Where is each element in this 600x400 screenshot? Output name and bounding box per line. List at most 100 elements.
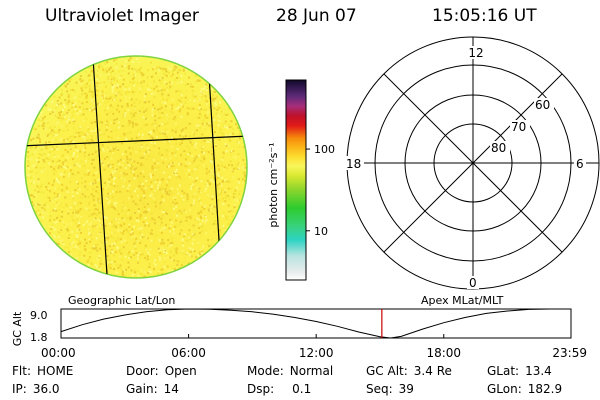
disk-speckle [33, 195, 36, 198]
disk-speckle [153, 268, 155, 271]
disk-speckle [178, 175, 181, 178]
disk-speckle [175, 90, 178, 93]
disk-speckle [99, 217, 102, 220]
disk-speckle [62, 206, 65, 209]
disk-speckle [206, 179, 209, 182]
disk-speckle [127, 91, 130, 93]
disk-speckle [112, 225, 115, 228]
disk-speckle [110, 173, 112, 176]
disk-speckle [75, 257, 78, 260]
disk-speckle [32, 181, 35, 184]
disk-speckle [98, 266, 101, 269]
disk-speckle [138, 185, 141, 187]
disk-speckle [121, 125, 124, 128]
disk-speckle [140, 227, 143, 230]
disk-speckle [110, 249, 113, 252]
disk-speckle [160, 77, 163, 80]
info-gain: Gain: 14 [126, 382, 179, 396]
disk-speckle [129, 165, 132, 168]
disk-speckle [206, 103, 208, 106]
disk-speckle [225, 194, 228, 197]
disk-speckle [61, 173, 64, 176]
disk-speckle [96, 249, 99, 252]
disk-speckle [164, 68, 167, 71]
disk-speckle [227, 144, 229, 147]
disk-speckle [58, 165, 61, 168]
disk-speckle [165, 252, 168, 254]
disk-speckle [129, 139, 132, 142]
disk-speckle [71, 230, 74, 233]
disk-speckle [214, 131, 216, 133]
disk-speckle [220, 185, 223, 188]
disk-speckle [128, 180, 131, 183]
disk-speckle [178, 106, 180, 109]
disk-speckle [189, 248, 192, 251]
disk-speckle [211, 195, 214, 198]
disk-speckle [137, 175, 139, 178]
disk-speckle [206, 182, 208, 185]
disk-speckle [164, 105, 167, 108]
disk-speckle [230, 209, 232, 212]
disk-speckle [151, 167, 154, 169]
disk-speckle [193, 144, 196, 147]
disk-speckle [210, 170, 213, 173]
disk-speckle [202, 155, 205, 158]
disk-speckle [186, 252, 189, 255]
disk-speckle [82, 113, 85, 116]
disk-speckle [139, 181, 142, 184]
disk-speckle [112, 150, 115, 153]
disk-speckle [180, 229, 183, 232]
disk-speckle [92, 247, 95, 250]
disk-speckle [87, 259, 90, 261]
disk-speckle [181, 249, 184, 252]
disk-speckle [202, 146, 205, 148]
disk-speckle [59, 205, 62, 208]
disk-speckle [143, 95, 146, 98]
disk-speckle [227, 187, 230, 190]
disk-speckle [133, 271, 136, 274]
disk-speckle [182, 128, 184, 131]
disk-speckle [244, 180, 246, 183]
disk-speckle [160, 268, 163, 271]
disk-speckle [71, 247, 74, 250]
disk-speckle [127, 132, 130, 135]
disk-speckle [92, 182, 94, 185]
disk-speckle [101, 91, 104, 94]
disk-speckle [215, 126, 217, 129]
disk-speckle [156, 256, 159, 259]
disk-speckle [166, 135, 169, 138]
disk-speckle [137, 130, 139, 133]
disk-speckle [187, 165, 190, 168]
disk-speckle [30, 182, 33, 185]
disk-speckle [179, 232, 181, 235]
disk-speckle [159, 229, 162, 232]
disk-speckle [216, 184, 219, 187]
disk-speckle [146, 255, 149, 258]
disk-speckle [113, 224, 116, 227]
disk-speckle [123, 132, 125, 135]
disk-speckle [135, 98, 138, 101]
disk-speckle [101, 94, 104, 97]
disk-speckle [136, 217, 139, 219]
disk-speckle [171, 258, 174, 261]
disk-speckle [199, 223, 202, 226]
disk-speckle [61, 155, 64, 157]
disk-speckle [40, 148, 43, 151]
disk-speckle [187, 107, 190, 110]
disk-speckle [148, 262, 151, 265]
disk-speckle [222, 180, 224, 182]
disk-speckle [124, 206, 126, 209]
info-glon: GLon: 182.9 [487, 382, 563, 396]
disk-speckle [90, 193, 93, 196]
disk-speckle [56, 193, 59, 196]
disk-speckle [161, 238, 164, 241]
disk-speckle [167, 209, 170, 212]
disk-speckle [130, 112, 133, 115]
disk-speckle [55, 209, 58, 212]
disk-speckle [219, 127, 222, 130]
disk-speckle [55, 220, 58, 223]
disk-speckle [206, 170, 209, 173]
disk-speckle [128, 251, 131, 254]
disk-speckle [122, 206, 125, 209]
disk-speckle [175, 142, 178, 145]
